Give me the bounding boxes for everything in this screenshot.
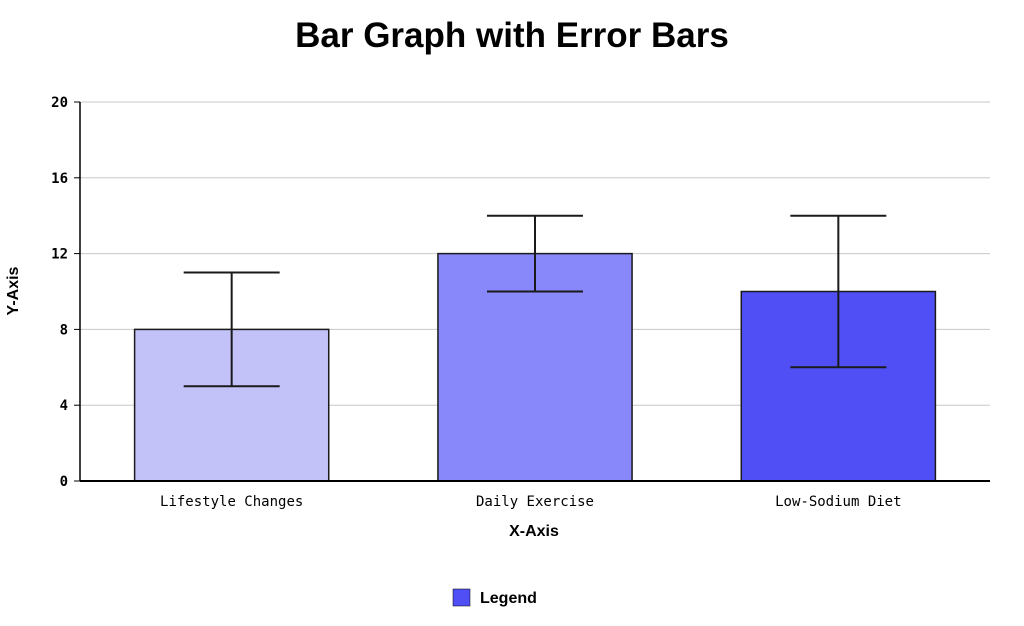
y-tick-label: 12 bbox=[51, 247, 68, 263]
x-tick-label: Daily Exercise bbox=[476, 494, 594, 510]
y-tick-label: 16 bbox=[51, 171, 68, 187]
x-tick-label: Lifestyle Changes bbox=[160, 494, 303, 510]
legend-label: Legend bbox=[480, 590, 537, 607]
chart-title: Bar Graph with Error Bars bbox=[295, 16, 729, 55]
y-tick-label: 0 bbox=[60, 474, 68, 490]
legend-swatch bbox=[452, 588, 471, 607]
error-bars bbox=[183, 214, 887, 388]
y-tick-label: 8 bbox=[60, 322, 68, 338]
x-tick-labels: Lifestyle Changes Daily Exercise Low-Sodiu… bbox=[160, 494, 902, 510]
x-axis-label: X-Axis bbox=[509, 523, 559, 540]
legend: Legend bbox=[452, 588, 537, 607]
y-tick-labels: 0 4 8 12 16 20 bbox=[51, 95, 68, 490]
x-tick-label: Low-Sodium Diet bbox=[775, 494, 901, 510]
y-axis-label: Y-Axis bbox=[5, 266, 22, 315]
y-tick-label: 20 bbox=[51, 95, 68, 111]
axes bbox=[79, 102, 990, 482]
y-tick-label: 4 bbox=[60, 398, 68, 414]
